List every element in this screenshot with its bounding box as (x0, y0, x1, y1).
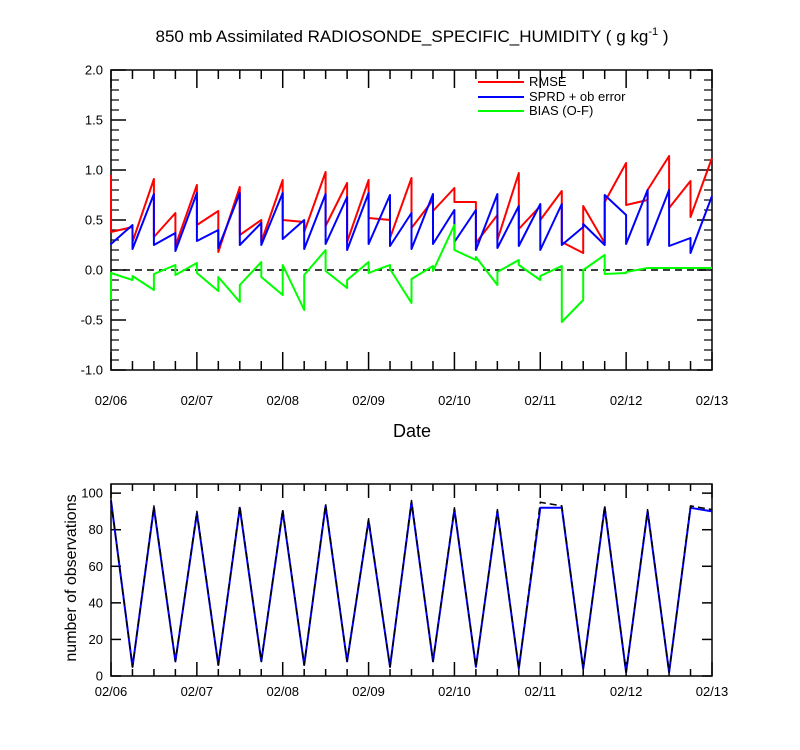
legend-label-bias: BIAS (O-F) (529, 103, 593, 118)
y-tick-label: 0.0 (85, 263, 103, 278)
x-tick-label: 02/13 (696, 684, 729, 699)
observations-panel: 02/06 02/07 02/08 02/09 02/10 02/11 02/12 02/13… (81, 483, 729, 699)
x-tick-label: 02/11 (524, 393, 556, 408)
x-axis-title: Date (393, 421, 431, 441)
x-tick-label: 02/12 (610, 393, 643, 408)
series-line-observations-used (110, 500, 713, 674)
chart-title-tail: ) (658, 27, 668, 46)
y-tick-label: -1.0 (81, 363, 103, 378)
x-tick-label: 02/09 (352, 393, 385, 408)
x-tick-label: 02/12 (610, 684, 643, 699)
legend: RMSE SPRD + ob error BIAS (O-F) (478, 74, 626, 118)
chart-title: 850 mb Assimilated RADIOSONDE_SPECIFIC_H… (156, 26, 669, 46)
x-tick-label: 02/07 (181, 684, 214, 699)
y-tick-label: 0 (96, 669, 103, 684)
y-tick-label: 60 (89, 559, 103, 574)
y-tick-label: 1.5 (85, 113, 103, 128)
rmse-panel: 02/06 02/07 02/08 02/09 02/10 02/11 02/12 02/13… (81, 63, 729, 409)
x-tick-label: 02/08 (266, 684, 299, 699)
y-tick-label: 100 (81, 486, 103, 501)
x-tick-label: 02/07 (181, 393, 214, 408)
chart-title-superscript: -1 (648, 26, 658, 38)
x-tick-label: 02/06 (95, 684, 128, 699)
series-line-bias-o-f (110, 224, 712, 323)
y-tick-label: 0.5 (85, 213, 103, 228)
y-tick-label: 40 (89, 595, 103, 610)
y-axis-title-observations: number of observations (63, 494, 80, 661)
x-tick-label: 02/13 (696, 393, 729, 408)
y-tick-label: 2.0 (85, 63, 103, 78)
y-tick-label: 20 (89, 632, 103, 647)
series-line-sprd-ob-error (110, 189, 713, 254)
series-line-observations-dashed (110, 499, 713, 674)
x-tick-label: 02/10 (438, 393, 471, 408)
legend-label-sprd: SPRD + ob error (529, 89, 626, 104)
x-tick-label: 02/11 (524, 684, 556, 699)
x-tick-label: 02/08 (266, 393, 299, 408)
legend-label-rmse: RMSE (529, 74, 567, 89)
y-tick-label: 1.0 (85, 163, 103, 178)
y-tick-label: 80 (89, 522, 103, 537)
x-tick-label: 02/06 (95, 393, 128, 408)
y-tick-label: -0.5 (81, 313, 103, 328)
x-tick-label: 02/10 (438, 684, 471, 699)
chart-title-main: 850 mb Assimilated RADIOSONDE_SPECIFIC_H… (156, 27, 649, 46)
x-tick-label: 02/09 (352, 684, 385, 699)
